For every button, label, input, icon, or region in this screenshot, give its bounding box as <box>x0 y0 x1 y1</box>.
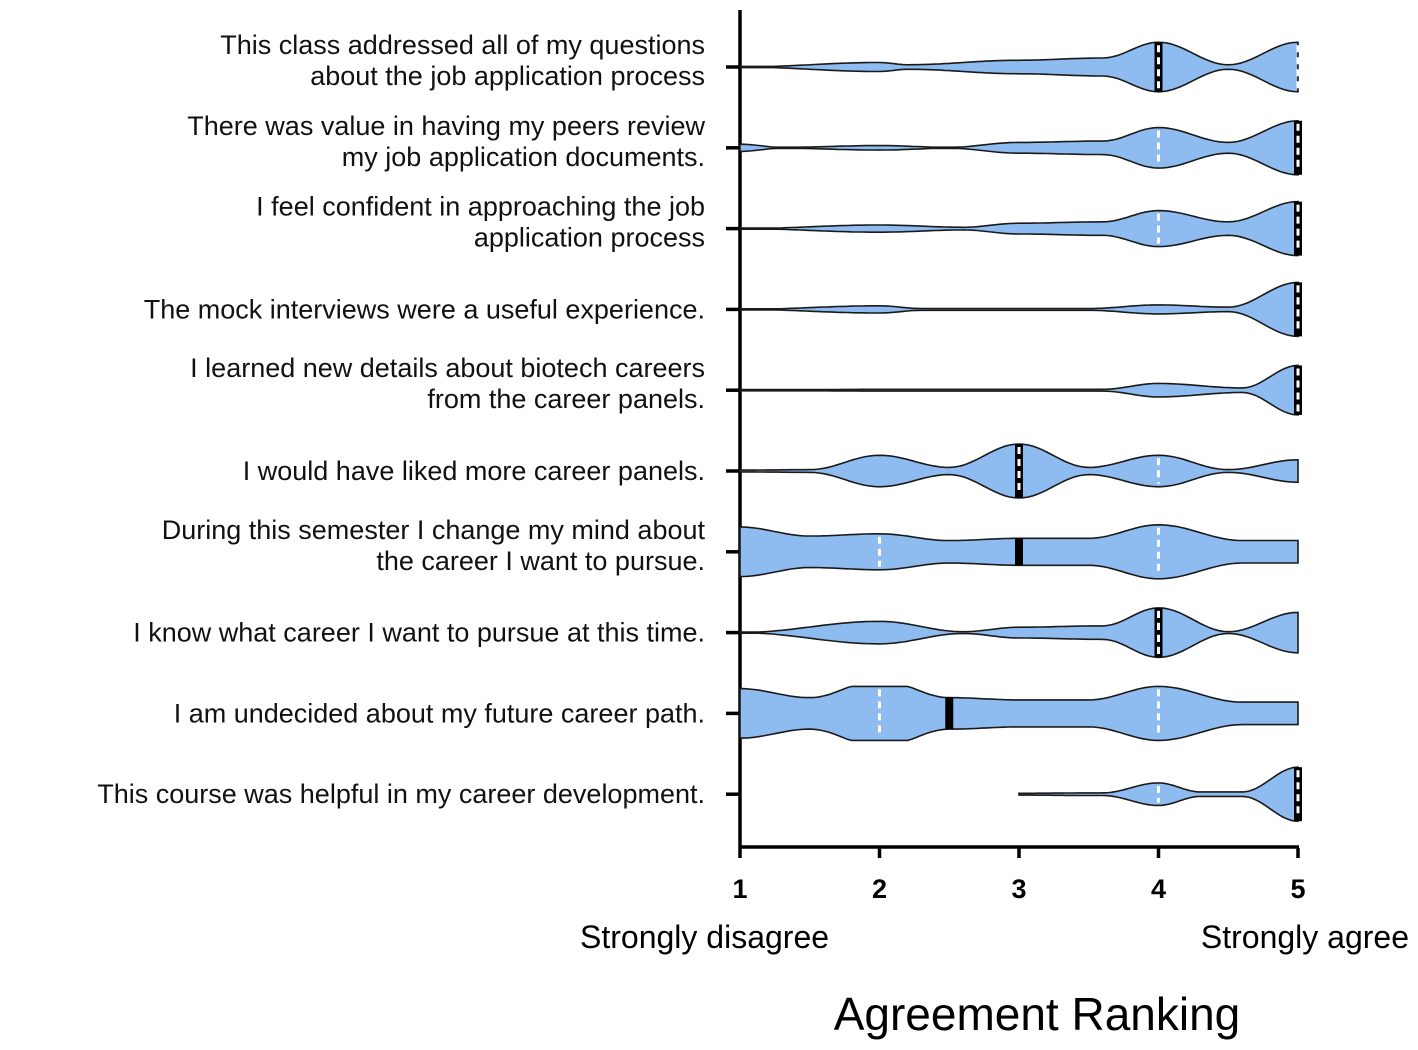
category-label: There was value in having my peers revie… <box>187 111 705 141</box>
median-marker <box>1154 607 1163 658</box>
category-label: the career I want to pursue. <box>376 546 705 576</box>
x-tick-label: 2 <box>872 874 887 904</box>
category-label: application process <box>474 223 705 253</box>
category-label: from the career panels. <box>427 384 705 414</box>
category-label: I would have liked more career panels. <box>243 456 705 486</box>
median-marker <box>1154 42 1163 92</box>
violin-shape <box>1018 766 1299 823</box>
violin-shape <box>739 281 1299 338</box>
violin-shape <box>739 119 1299 176</box>
x-tick-label: 5 <box>1290 874 1305 904</box>
anchor-label-low: Strongly disagree <box>580 919 829 955</box>
violin-shape <box>739 364 1299 416</box>
x-tick-label: 3 <box>1011 874 1026 904</box>
category-label: I am undecided about my future career pa… <box>174 698 705 728</box>
x-tick-label: 4 <box>1151 874 1166 904</box>
category-label: This class addressed all of my questions <box>220 30 705 60</box>
median-marker <box>945 697 954 730</box>
category-label: I know what career I want to pursue at t… <box>133 618 705 648</box>
category-label: During this semester I change my mind ab… <box>162 515 706 545</box>
category-label: my job application documents. <box>342 142 705 172</box>
median-marker <box>1294 365 1302 415</box>
category-label: This course was helpful in my career dev… <box>97 779 705 809</box>
category-label: I feel confident in approaching the job <box>256 192 705 222</box>
violin-shape <box>739 200 1299 257</box>
violin-shape <box>739 41 1299 93</box>
category-label: I learned new details about biotech care… <box>190 353 705 383</box>
violin-shape <box>739 607 1299 659</box>
x-tick-label: 1 <box>732 874 747 904</box>
category-label: The mock interviews were a useful experi… <box>144 294 705 324</box>
violin-shape <box>739 685 1299 742</box>
anchor-label-high: Strongly agree <box>1201 919 1409 955</box>
category-label: about the job application process <box>310 61 705 91</box>
median-marker <box>1015 538 1023 566</box>
x-axis-title: Agreement Ranking <box>834 988 1241 1040</box>
